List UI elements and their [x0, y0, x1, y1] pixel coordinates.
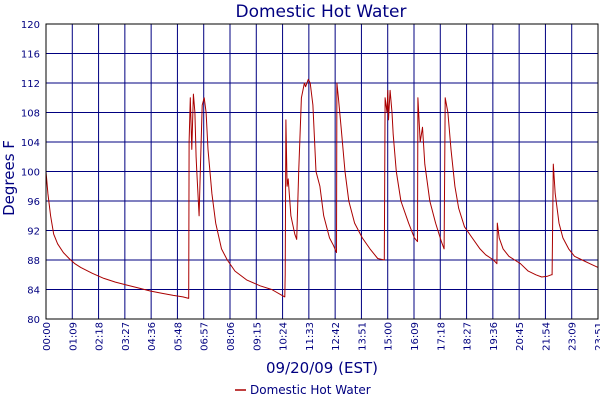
x-tick-label: 13:51 [357, 322, 368, 351]
x-tick-label: 16:09 [410, 322, 421, 351]
y-tick-label: 112 [21, 79, 40, 90]
x-axis-ticks: 00:00 01:09 02:18 03:27 04:36 05:48 06:57 08:06… [42, 322, 600, 351]
x-tick-label: 17:18 [436, 322, 447, 351]
x-tick-label: 03:27 [121, 322, 132, 351]
series-line [45, 78, 599, 299]
y-axis-label: Degrees F [0, 140, 18, 216]
y-tick-label: 116 [21, 50, 40, 61]
x-tick-label: 19:36 [489, 322, 500, 351]
x-tick-label: 10:24 [279, 322, 290, 351]
x-axis-label: 09/20/09 (EST) [266, 359, 378, 377]
y-tick-label: 120 [21, 20, 40, 31]
legend: Domestic Hot Water [235, 383, 371, 397]
y-axis-ticks: 80 84 88 92 96 100 104 108 112 116 120 [21, 20, 40, 326]
x-tick-label: 21:54 [541, 322, 552, 351]
y-tick-label: 88 [27, 256, 40, 267]
legend-label: Domestic Hot Water [250, 383, 371, 397]
x-tick-label: 18:27 [463, 322, 474, 351]
x-tick-label: 00:00 [42, 322, 53, 351]
series-layer [45, 78, 599, 299]
y-tick-label: 104 [21, 138, 40, 149]
x-tick-label: 20:45 [515, 322, 526, 351]
x-tick-label: 08:06 [226, 322, 237, 351]
x-tick-label: 11:33 [305, 322, 316, 351]
x-tick-label: 01:09 [68, 322, 79, 351]
x-tick-label: 05:48 [173, 322, 184, 351]
x-tick-label: 02:18 [95, 322, 106, 351]
y-tick-label: 108 [21, 109, 40, 120]
y-tick-label: 96 [27, 197, 40, 208]
plot-border [45, 23, 599, 320]
y-tick-label: 84 [27, 286, 40, 297]
x-tick-label: 04:36 [147, 322, 158, 351]
x-tick-label: 15:00 [384, 322, 395, 351]
x-tick-label: 09:15 [252, 322, 263, 351]
y-tick-label: 92 [27, 227, 40, 238]
x-tick-label: 06:57 [200, 322, 211, 351]
y-tick-label: 80 [27, 315, 40, 326]
y-tick-label: 100 [21, 168, 40, 179]
x-tick-label: 12:42 [331, 322, 342, 351]
x-tick-label: 23:51 [594, 322, 600, 351]
x-tick-label: 23:09 [568, 322, 579, 351]
chart-title: Domestic Hot Water [235, 2, 406, 22]
